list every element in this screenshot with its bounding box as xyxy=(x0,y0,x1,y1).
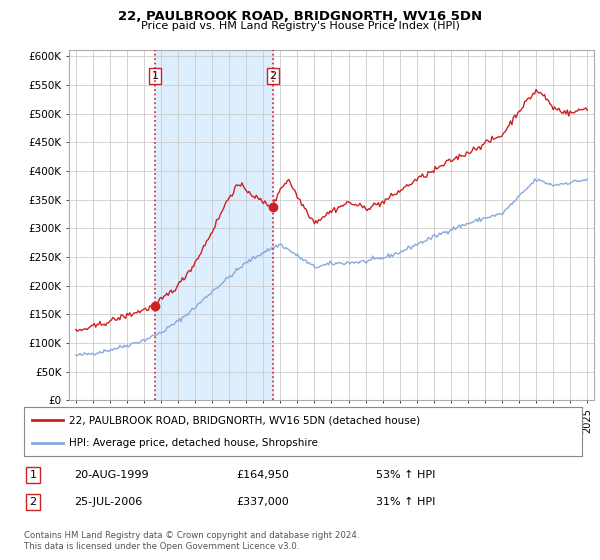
Text: Contains HM Land Registry data © Crown copyright and database right 2024.: Contains HM Land Registry data © Crown c… xyxy=(24,531,359,540)
Text: 1: 1 xyxy=(29,470,37,480)
Text: 25-JUL-2006: 25-JUL-2006 xyxy=(74,497,142,507)
Text: Price paid vs. HM Land Registry's House Price Index (HPI): Price paid vs. HM Land Registry's House … xyxy=(140,21,460,31)
Text: 2: 2 xyxy=(29,497,37,507)
Text: 53% ↑ HPI: 53% ↑ HPI xyxy=(376,470,435,480)
Bar xyxy=(155,50,273,400)
Text: £164,950: £164,950 xyxy=(236,470,289,480)
Text: HPI: Average price, detached house, Shropshire: HPI: Average price, detached house, Shro… xyxy=(68,438,317,448)
Text: 20-AUG-1999: 20-AUG-1999 xyxy=(74,470,149,480)
Text: 1: 1 xyxy=(151,71,158,81)
Text: This data is licensed under the Open Government Licence v3.0.: This data is licensed under the Open Gov… xyxy=(24,542,299,550)
Text: 2: 2 xyxy=(269,71,277,81)
Text: 31% ↑ HPI: 31% ↑ HPI xyxy=(376,497,435,507)
Text: 22, PAULBROOK ROAD, BRIDGNORTH, WV16 5DN: 22, PAULBROOK ROAD, BRIDGNORTH, WV16 5DN xyxy=(118,10,482,23)
Text: 22, PAULBROOK ROAD, BRIDGNORTH, WV16 5DN (detached house): 22, PAULBROOK ROAD, BRIDGNORTH, WV16 5DN… xyxy=(68,416,420,426)
Text: £337,000: £337,000 xyxy=(236,497,289,507)
